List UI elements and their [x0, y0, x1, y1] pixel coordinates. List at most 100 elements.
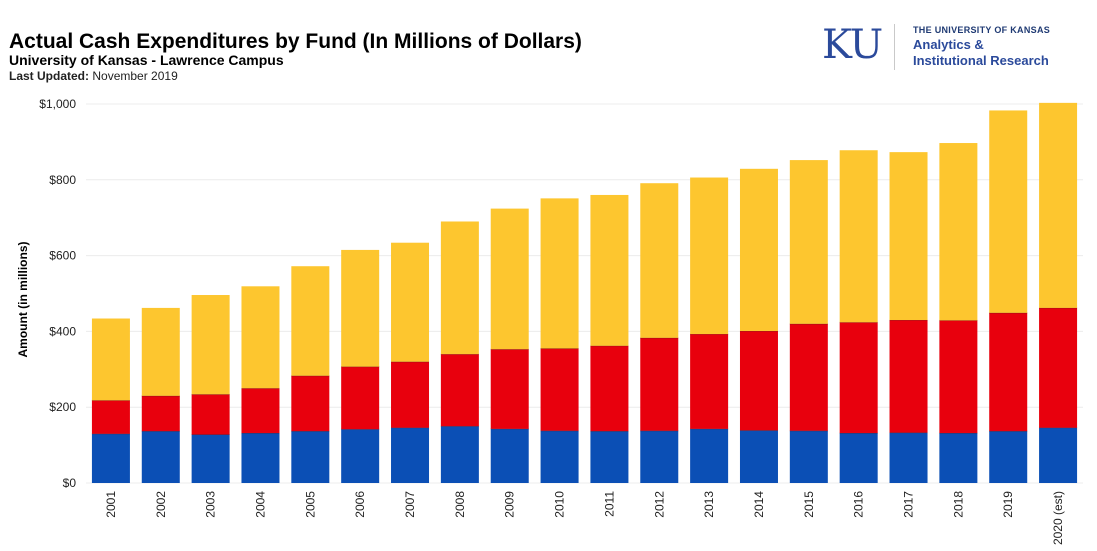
bar-segment-1: [440, 426, 479, 483]
bar-segment-3: [1039, 102, 1078, 308]
bar-segment-2: [690, 334, 729, 429]
bar-segment-1: [391, 427, 430, 483]
bar-segment-3: [440, 221, 479, 355]
bar-segment-2: [91, 400, 130, 434]
chart-title: Actual Cash Expenditures by Fund (In Mil…: [9, 30, 582, 53]
y-axis-label: Amount (in millions): [16, 242, 30, 358]
bar-segment-3: [540, 198, 579, 349]
x-tick-label: 2016: [852, 491, 866, 518]
x-tick-label: 2005: [303, 491, 317, 518]
bar-segment-2: [889, 320, 928, 433]
last-updated: Last Updated: November 2019: [9, 69, 178, 83]
bar-segment-1: [789, 430, 828, 483]
bar-segment-1: [989, 431, 1028, 483]
bar-segment-3: [291, 266, 330, 376]
x-tick-label: 2007: [403, 491, 417, 518]
bar-segment-2: [440, 354, 479, 427]
x-tick-label: 2001: [104, 491, 118, 518]
bar-segment-3: [989, 110, 1028, 313]
bar-segment-3: [789, 160, 828, 324]
bar-segment-2: [490, 349, 529, 429]
x-tick-label: 2012: [652, 491, 666, 518]
bar-segment-2: [739, 331, 778, 431]
bar-segment-1: [291, 431, 330, 483]
bar-segment-1: [1039, 427, 1078, 483]
logo-dept-line1: Analytics &: [913, 37, 984, 52]
bar-segment-2: [341, 366, 380, 430]
bar-segment-3: [490, 208, 529, 350]
bar-segment-3: [91, 318, 130, 401]
bar-segment-1: [341, 429, 380, 483]
bar-segment-2: [540, 348, 579, 431]
x-tick-label: 2004: [253, 491, 267, 518]
bar-segment-3: [241, 286, 280, 389]
last-updated-label: Last Updated:: [9, 69, 90, 83]
bar-segment-2: [590, 345, 629, 432]
bar-segment-1: [939, 432, 978, 483]
logo-divider: [894, 24, 895, 70]
y-tick-label: $400: [49, 324, 76, 338]
bar-segment-2: [939, 320, 978, 433]
bar-segment-3: [640, 183, 679, 338]
y-tick-label: $0: [63, 476, 77, 490]
bar-segment-2: [141, 395, 180, 432]
bar-segment-1: [241, 432, 280, 483]
logo-university-name: THE UNIVERSITY OF KANSAS: [913, 25, 1051, 35]
x-tick-label: 2010: [553, 491, 567, 518]
ku-mark-icon: KU: [822, 22, 883, 68]
y-tick-label: $1,000: [39, 97, 76, 111]
x-tick-label: 2013: [702, 491, 716, 518]
bar-segment-1: [191, 434, 230, 483]
bar-segment-3: [191, 295, 230, 395]
bar-segment-1: [640, 430, 679, 483]
bar-segment-1: [690, 428, 729, 483]
bar-segment-3: [839, 150, 878, 323]
x-tick-label: 2009: [503, 491, 517, 518]
bar-segment-3: [341, 249, 380, 367]
gridlines: [86, 103, 1083, 484]
bar-segment-2: [789, 323, 828, 431]
bar-segment-2: [191, 394, 230, 435]
bar-segment-1: [889, 432, 928, 483]
x-tick-label: 2019: [1001, 491, 1015, 518]
bar-segment-2: [291, 375, 330, 432]
bar-segment-3: [739, 168, 778, 332]
bar-segment-2: [839, 322, 878, 433]
bar-segment-1: [490, 428, 529, 483]
bar-segment-3: [889, 152, 928, 321]
bar-segment-2: [640, 337, 679, 431]
bar-segment-1: [540, 430, 579, 483]
bar-segment-1: [590, 431, 629, 483]
bar-segment-3: [141, 307, 180, 396]
x-tick-label: 2008: [453, 491, 467, 518]
logo-dept-line2: Institutional Research: [913, 53, 1049, 68]
bar-segment-1: [91, 433, 130, 483]
bar-segment-2: [391, 361, 430, 428]
x-tick-label: 2015: [802, 491, 816, 518]
chart-subtitle: University of Kansas - Lawrence Campus: [9, 52, 284, 68]
bar-segment-2: [1039, 307, 1078, 428]
bar-segment-1: [141, 431, 180, 483]
bars: [91, 102, 1078, 483]
bar-segment-1: [839, 432, 878, 483]
x-tick-label: 2003: [204, 491, 218, 518]
bar-segment-2: [241, 388, 280, 433]
x-tick-label: 2006: [353, 491, 367, 518]
bar-segment-3: [590, 194, 629, 346]
x-tick-label: 2011: [602, 491, 616, 517]
x-tick-label: 2018: [951, 491, 965, 518]
bar-segment-3: [391, 242, 430, 362]
bar-segment-3: [690, 177, 729, 335]
bar-segment-2: [989, 312, 1028, 432]
x-tick-label: 2002: [154, 491, 168, 518]
ku-logo: KU THE UNIVERSITY OF KANSAS Analytics & …: [822, 22, 1072, 74]
y-tick-label: $600: [49, 249, 76, 263]
x-tick-label: 2017: [902, 491, 916, 518]
x-tick-label: 2014: [752, 491, 766, 518]
x-axis-ticks: 2001 2002 2003 2004 2005 2006 2007 2008 2009 2010…: [104, 491, 1065, 545]
bar-segment-3: [939, 143, 978, 321]
y-axis-ticks: $0 $200 $400 $600 $800 $1,000: [39, 97, 76, 490]
y-tick-label: $800: [49, 173, 76, 187]
y-tick-label: $200: [49, 400, 76, 414]
